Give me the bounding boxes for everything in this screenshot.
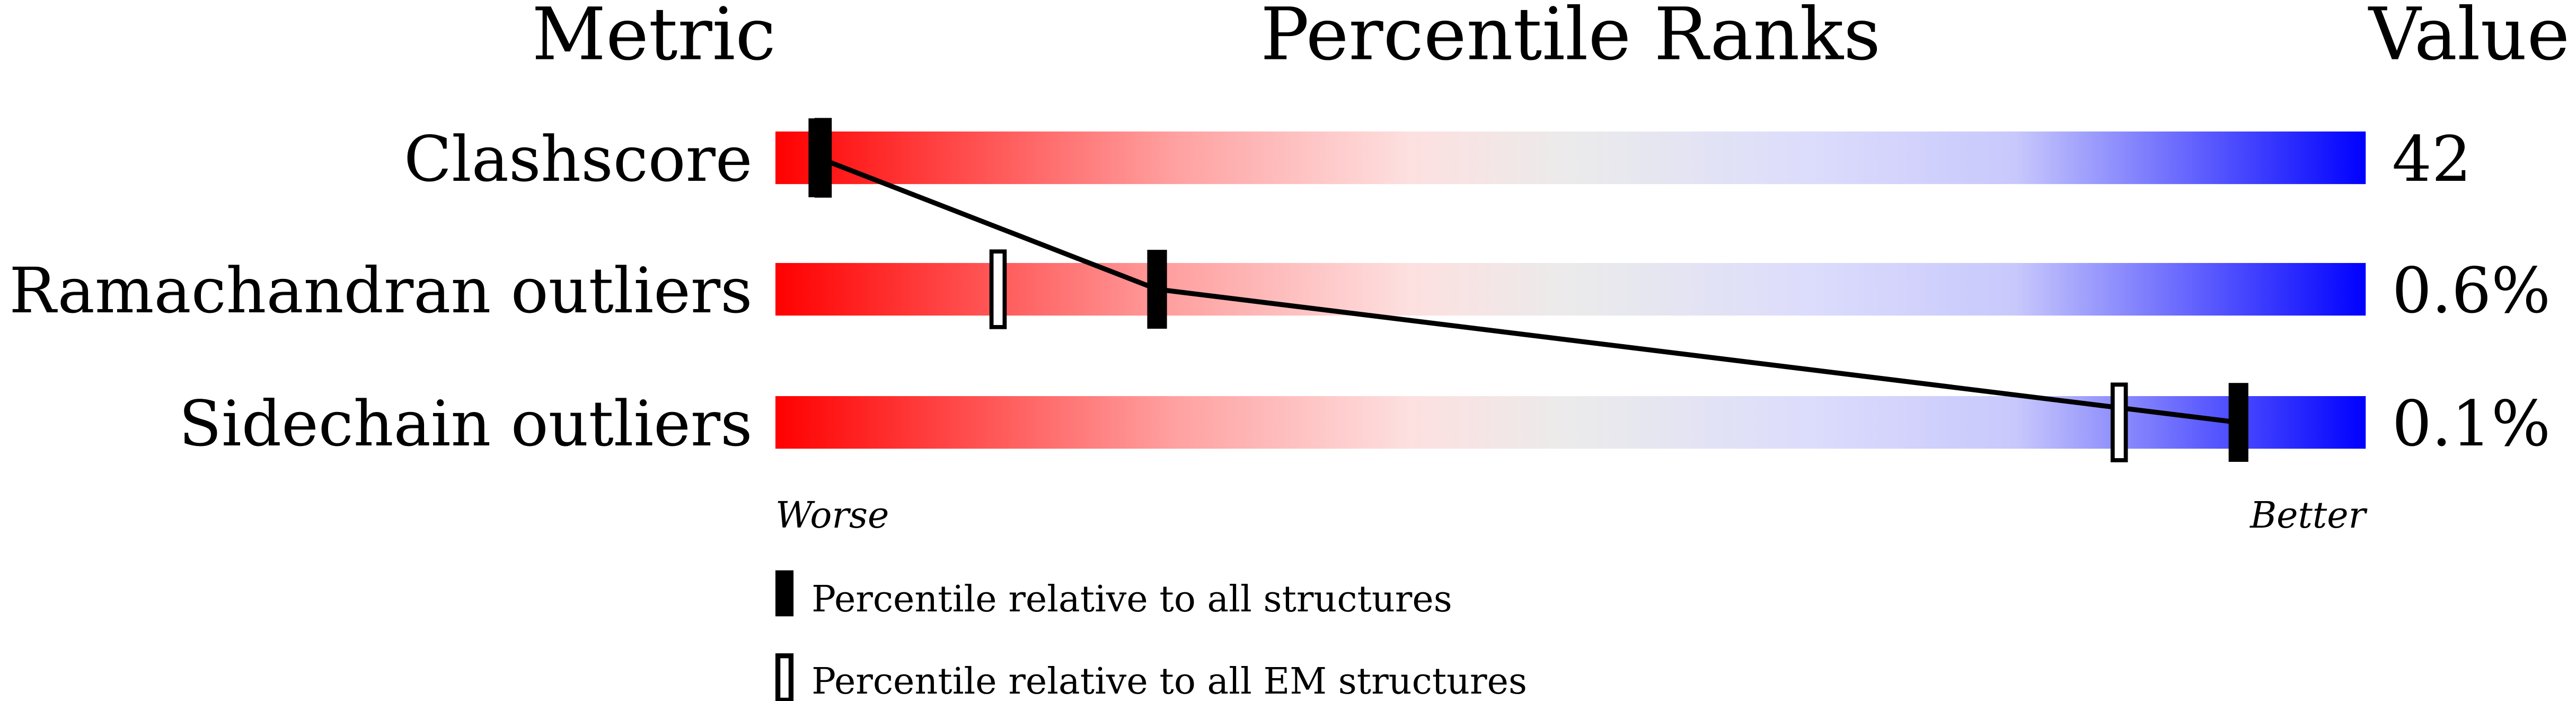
metric-label: Sidechain outliers [179, 388, 752, 460]
all-percentile-marker [1147, 250, 1167, 329]
header-metric: Metric [532, 0, 775, 77]
axis-better-label: Better [2249, 495, 2368, 537]
em-percentile-marker [2110, 382, 2128, 462]
legend-all-label: Percentile relative to all structures [811, 579, 1452, 620]
all-percentile-marker [2228, 383, 2248, 462]
all-percentile-marker [808, 118, 828, 197]
header-value: Value [2368, 0, 2570, 77]
metric-label: Ramachandran outliers [9, 255, 752, 327]
metric-value: 42 [2392, 123, 2472, 196]
em-percentile-marker [989, 249, 1007, 329]
legend-all-marker [775, 570, 794, 617]
axis-worse-label: Worse [775, 495, 889, 537]
metric-label: Clashscore [404, 123, 753, 196]
legend-em-label: Percentile relative to all EM structures [811, 661, 1527, 701]
percentile-bar [775, 262, 2366, 316]
metric-value: 0.1% [2392, 388, 2551, 460]
legend-em-marker [775, 653, 794, 701]
percentile-bar [775, 131, 2366, 185]
metric-value: 0.6% [2392, 255, 2551, 327]
header-percentile-ranks: Percentile Ranks [1260, 0, 1881, 77]
